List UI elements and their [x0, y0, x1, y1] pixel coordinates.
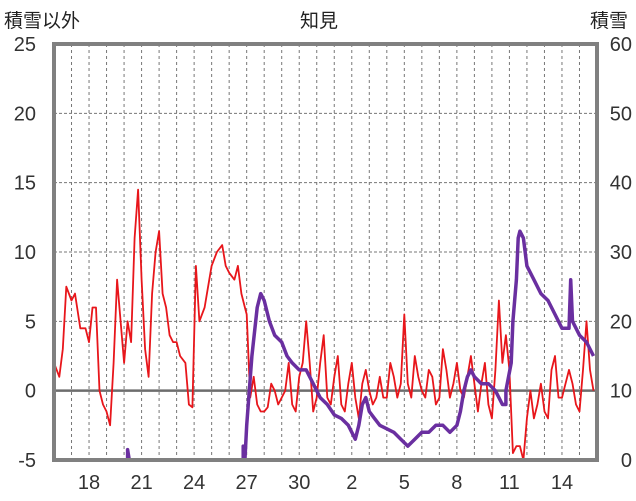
left-tick-label: 10 — [14, 242, 36, 264]
x-tick-label: 5 — [399, 472, 410, 494]
x-tick-label: 14 — [551, 472, 573, 494]
right-tick-label: 60 — [610, 34, 632, 56]
left-tick-label: 25 — [14, 34, 36, 56]
x-tick-label: 30 — [288, 472, 310, 494]
x-tick-label: 2 — [346, 472, 357, 494]
series-line-right — [54, 229, 596, 462]
right-tick-label: 0 — [621, 450, 632, 472]
x-tick-label: 21 — [130, 472, 152, 494]
x-tick-label: 11 — [499, 472, 520, 494]
right-tick-label: 50 — [610, 103, 632, 125]
chart-title: 知見 — [300, 11, 339, 32]
left-tick-label: 15 — [14, 173, 36, 195]
plot-frame — [52, 42, 599, 462]
left-tick-label: 20 — [14, 103, 36, 125]
x-tick-label: 24 — [183, 472, 205, 494]
left-axis-label: 積雪以外 — [4, 11, 81, 32]
left-tick-label: -5 — [18, 450, 36, 472]
left-tick-label: 5 — [25, 311, 36, 333]
right-tick-label: 10 — [610, 381, 632, 403]
x-tick-label: 27 — [236, 472, 258, 494]
series-layer — [53, 188, 596, 462]
grid-layer — [54, 44, 597, 460]
x-tick-label: 18 — [78, 472, 100, 494]
x-tick-label: 8 — [451, 472, 462, 494]
right-tick-label: 40 — [610, 173, 632, 195]
right-tick-label: 20 — [610, 311, 632, 333]
right-tick-label: 30 — [610, 242, 632, 264]
series-line-left — [53, 188, 595, 461]
left-tick-label: 0 — [25, 381, 36, 403]
frame-layer — [52, 42, 599, 462]
right-axis-label: 積雪 — [589, 11, 628, 32]
